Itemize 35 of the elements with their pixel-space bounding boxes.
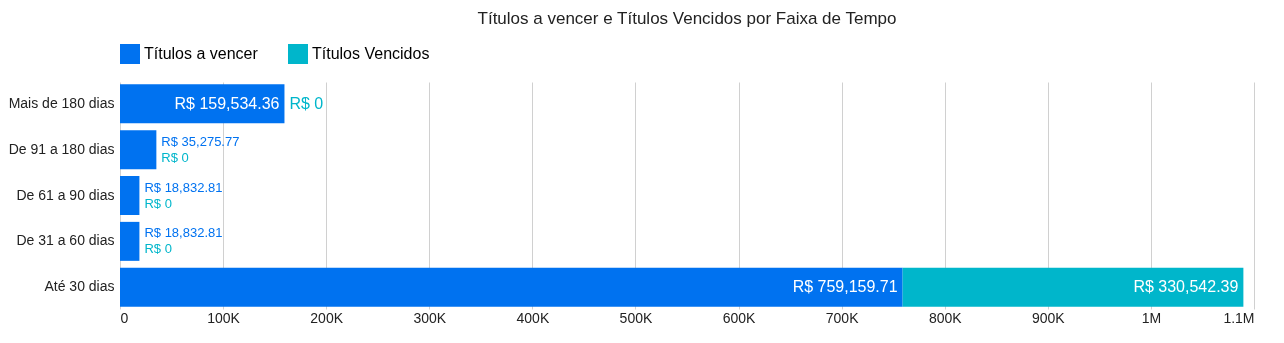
x-tick-label: 700K: [825, 309, 860, 326]
x-tick-label: 200K: [310, 309, 344, 326]
x-tick-label: 800K: [928, 309, 963, 326]
bar: [120, 176, 140, 215]
data-label: R$ 0: [144, 241, 172, 257]
y-tick-label: De 91 a 180 dias: [8, 140, 115, 157]
x-tick-label: 600K: [722, 309, 757, 326]
chart-title: Títulos a vencer e Títulos Vencidos por Faixa de Tempo: [477, 9, 897, 28]
data-label: R$ 759,159.71: [792, 278, 898, 296]
data-label: R$ 330,542.39: [1133, 278, 1239, 296]
bar: [120, 267, 903, 307]
data-label: R$ 0: [161, 149, 189, 165]
data-label: R$ 0: [289, 94, 324, 112]
x-tick-label: 100K: [207, 309, 241, 326]
y-tick-label: De 31 a 60 dias: [16, 232, 115, 249]
legend-label: Títulos Vencidos: [312, 45, 430, 62]
legend-label: Títulos a vencer: [144, 45, 259, 62]
x-tick-label: 400K: [516, 309, 550, 326]
x-tick-label: 1.1M: [1223, 309, 1255, 326]
bar: [120, 130, 157, 170]
data-label: R$ 18,832.81: [144, 225, 223, 241]
x-tick-label: 500K: [619, 309, 653, 326]
x-tick-label: 900K: [1031, 309, 1066, 326]
data-label: R$ 159,534.36: [174, 94, 280, 112]
x-tick-label: 1M: [1141, 309, 1162, 326]
x-tick-label: 0: [120, 309, 129, 326]
data-label: R$ 0: [144, 195, 172, 211]
y-tick-label: Até 30 dias: [44, 278, 115, 295]
y-tick-label: De 61 a 90 dias: [16, 186, 115, 203]
bar: [902, 267, 1244, 307]
y-tick-label: Mais de 180 dias: [8, 94, 115, 111]
bar: [120, 221, 140, 261]
data-label: R$ 18,832.81: [144, 179, 223, 195]
data-label: R$ 35,275.77: [161, 133, 240, 149]
x-tick-label: 300K: [413, 309, 447, 326]
